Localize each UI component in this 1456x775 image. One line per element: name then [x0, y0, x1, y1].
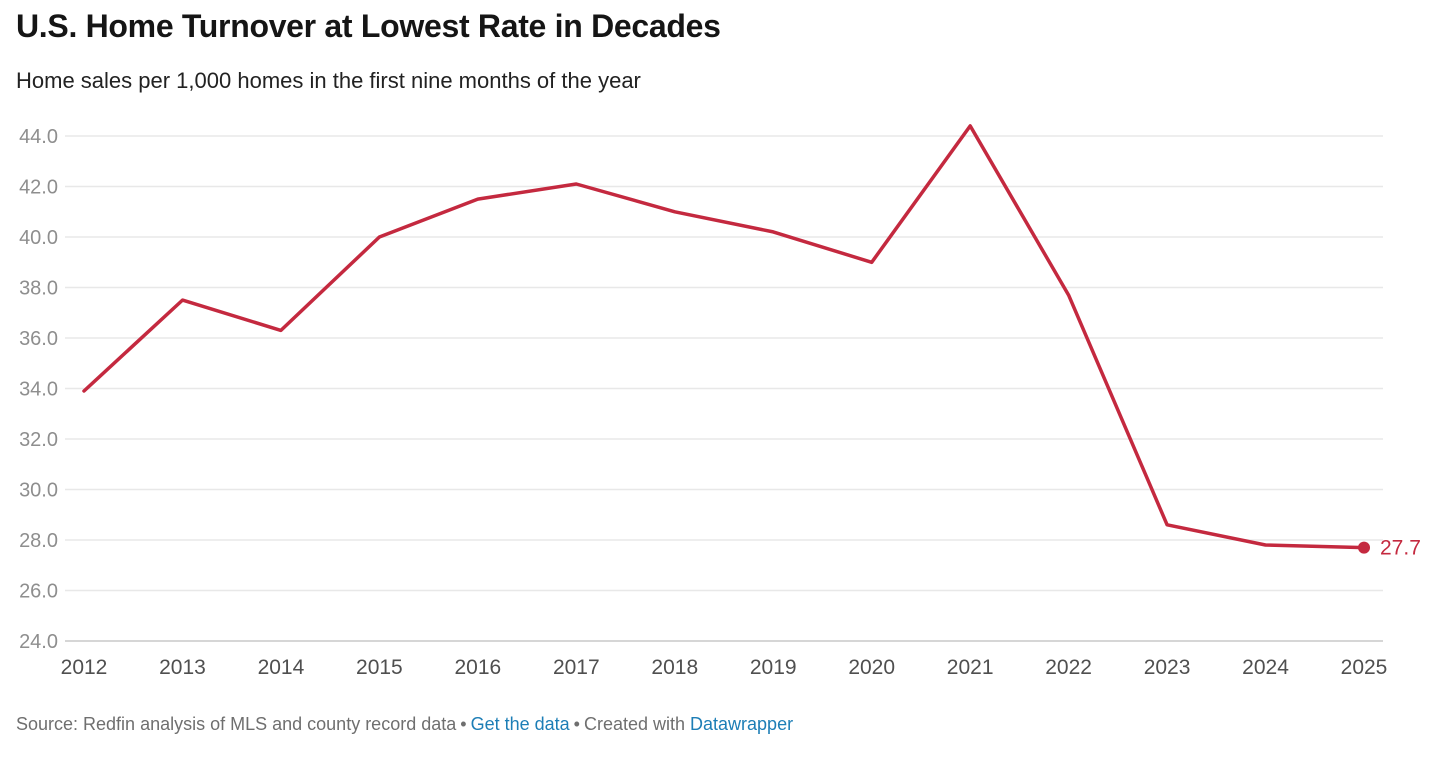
x-axis-tick-label: 2013	[159, 656, 206, 679]
y-axis-tick-label: 42.0	[19, 177, 58, 199]
datawrapper-link[interactable]: Datawrapper	[690, 714, 794, 734]
y-axis-tick-label: 40.0	[19, 227, 58, 249]
x-axis-tick-label: 2020	[848, 656, 895, 679]
x-axis-tick-label: 2016	[454, 656, 501, 679]
x-axis-tick-label: 2012	[61, 656, 108, 679]
attribution-footer: Source: Redfin analysis of MLS and count…	[16, 714, 793, 735]
x-axis-tick-label: 2023	[1144, 656, 1191, 679]
data-line	[82, 124, 1366, 550]
get-the-data-link[interactable]: Get the data	[470, 714, 570, 734]
y-axis-tick-label: 28.0	[19, 530, 58, 552]
x-axis-tick-label: 2024	[1242, 656, 1289, 679]
end-point-dot	[1358, 541, 1370, 554]
y-axis-tick-label: 36.0	[19, 328, 58, 350]
x-axis-tick-label: 2025	[1341, 656, 1388, 679]
line-chart: 24.0 26.0 28.0 30.0 32.0 34.0 36.0 38.0 40.0 42.0…	[19, 124, 1421, 679]
x-axis-tick-label: 2017	[553, 656, 600, 679]
y-axis-tick-label: 26.0	[19, 581, 58, 603]
y-axis-tick-label: 44.0	[19, 126, 58, 148]
page-title: U.S. Home Turnover at Lowest Rate in Dec…	[16, 8, 721, 44]
x-axis-tick-label: 2022	[1045, 656, 1092, 679]
x-axis-tick-label: 2021	[947, 656, 994, 679]
created-with-text: Created with	[583, 714, 691, 734]
x-axis-tick-label: 2015	[356, 656, 403, 679]
y-axis-tick-label: 32.0	[19, 429, 58, 451]
y-axis-tick-label: 24.0	[19, 631, 58, 653]
end-value-label: 27.7	[1380, 537, 1421, 560]
y-axis-tick-label: 34.0	[19, 379, 58, 401]
x-axis-tick-label: 2019	[750, 656, 797, 679]
source-text: Source: Redfin analysis of MLS and count…	[16, 714, 457, 734]
footer-separator: •	[573, 714, 580, 734]
footer-separator: •	[460, 714, 467, 734]
y-axis-tick-label: 38.0	[19, 278, 58, 300]
y-axis-tick-label: 30.0	[19, 480, 58, 502]
x-axis-tick-label: 2018	[651, 656, 698, 679]
page-subtitle: Home sales per 1,000 homes in the first …	[16, 68, 641, 93]
x-axis-tick-label: 2014	[258, 656, 305, 679]
